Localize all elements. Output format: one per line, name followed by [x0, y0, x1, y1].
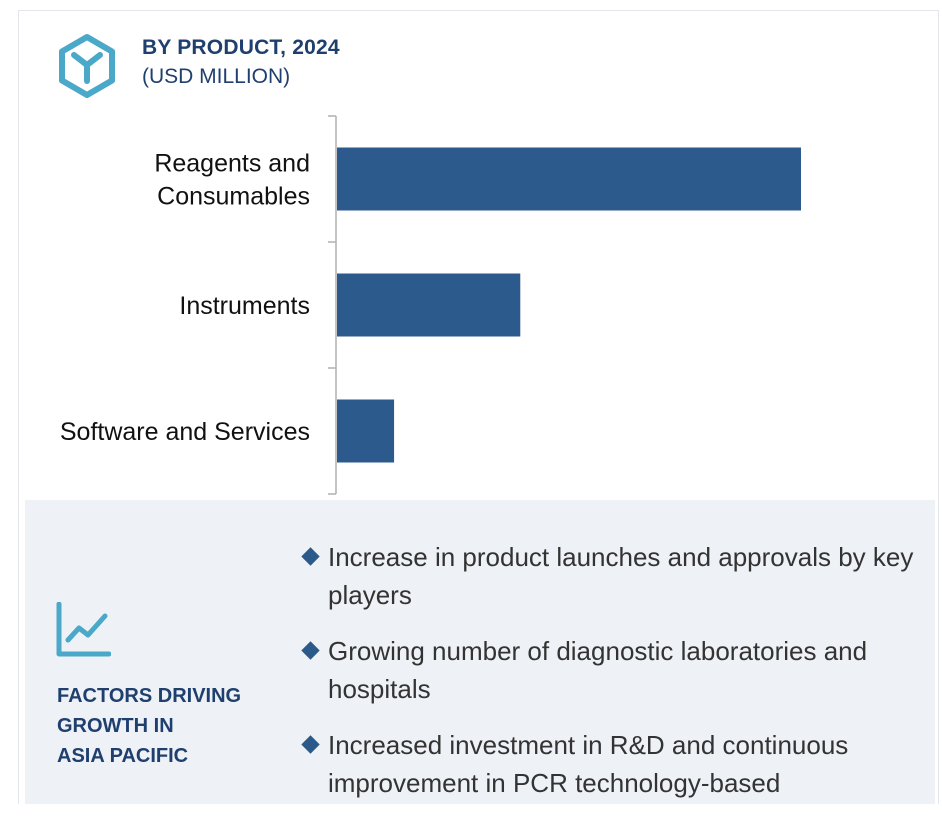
category-label-line: Instruments	[179, 292, 310, 320]
diamond-bullet-icon	[301, 547, 320, 566]
chart-title: BY PRODUCT, 2024	[142, 36, 340, 59]
factors-heading-line: ASIA PACIFIC	[57, 745, 189, 767]
category-label: Instruments	[179, 292, 310, 320]
diamond-bullet-icon	[301, 735, 320, 754]
hexagon-y-logo-icon	[59, 34, 115, 98]
factor-item: Increase in product launches and approva…	[300, 538, 920, 614]
category-label: Software and Services	[60, 418, 310, 446]
category-label-line: Reagents and	[154, 150, 310, 178]
bar-chart: Reagents and Consumables Instruments Softwa…	[60, 115, 801, 495]
factor-text: Growing number of diagnostic laboratorie…	[328, 636, 868, 704]
line-chart-icon	[56, 602, 111, 657]
bar	[337, 399, 395, 463]
factors-heading: FACTORS DRIVING GROWTH IN ASIA PACIFIC	[57, 681, 277, 771]
category-label: Reagents and Consumables	[154, 150, 310, 211]
factors-panel	[25, 500, 935, 804]
factors-heading-line: GROWTH IN	[57, 715, 174, 737]
bar	[337, 273, 521, 337]
factor-item: Growing number of diagnostic laboratorie…	[300, 632, 920, 708]
bar	[337, 147, 801, 211]
diamond-bullet-icon	[301, 641, 320, 660]
category-label-line: Consumables	[157, 183, 310, 211]
factors-list: Increase in product launches and approva…	[300, 538, 920, 820]
category-label-line: Software and Services	[60, 418, 310, 446]
factors-heading-line: FACTORS DRIVING	[57, 685, 242, 707]
chart-subtitle: (USD MILLION)	[142, 65, 291, 88]
factor-item: Increased investment in R&D and continuo…	[300, 726, 920, 802]
factor-text: Increased investment in R&D and continuo…	[328, 730, 849, 798]
factor-text: Increase in product launches and approva…	[328, 542, 914, 610]
